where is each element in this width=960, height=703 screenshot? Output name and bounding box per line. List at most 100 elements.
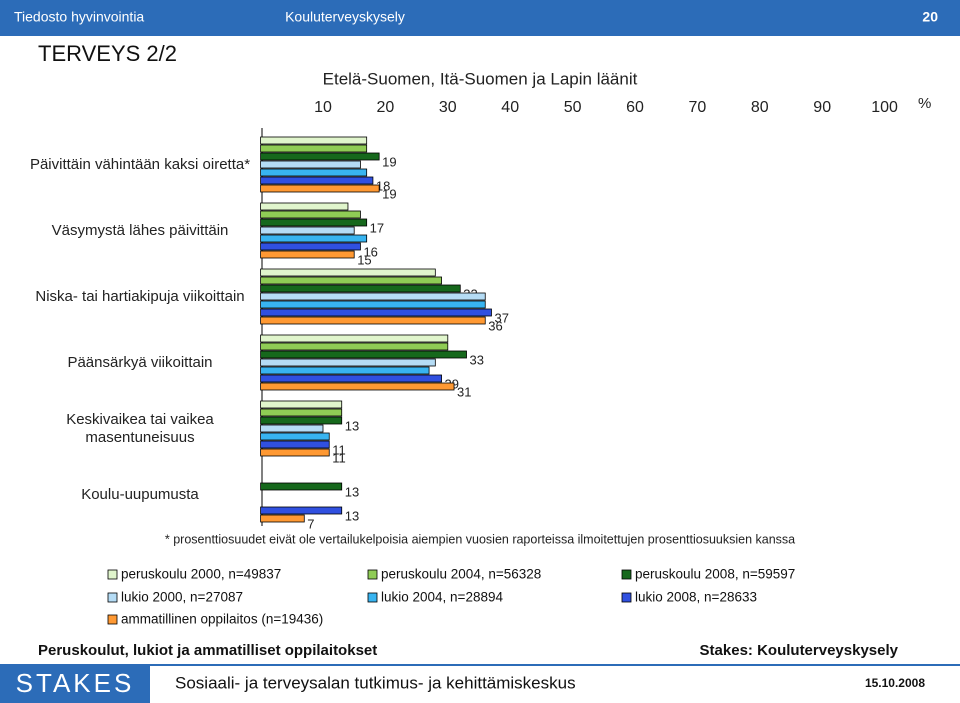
slide-title: TERVEYS 2/2 <box>38 41 177 66</box>
page-number: 20 <box>922 9 938 25</box>
value-label: 17 <box>370 220 384 235</box>
category-label: Päivittäin vähintään kaksi oiretta* <box>29 156 251 173</box>
organization: Sosiaali- ja terveysalan tutkimus- ja ke… <box>175 673 576 692</box>
bar <box>260 316 486 325</box>
header-left: Tiedosto hyvinvointia <box>14 9 144 25</box>
legend-swatch <box>367 592 378 603</box>
bar <box>260 210 361 219</box>
value-label: 11 <box>332 442 346 457</box>
bar <box>260 276 442 285</box>
header-bar <box>0 0 960 36</box>
category-label: Niska- tai hartiakipuja viikoittain <box>35 288 245 305</box>
bar <box>260 168 368 177</box>
bar <box>260 268 436 277</box>
bar <box>260 382 455 391</box>
legend-label: peruskoulu 2008, n=59597 <box>635 567 795 582</box>
category-label: Koulu-uupumusta <box>81 486 199 503</box>
bar <box>260 308 492 317</box>
bar <box>260 506 343 515</box>
bar <box>260 448 330 457</box>
x-tick-label: 90 <box>813 99 831 116</box>
bar <box>260 342 449 351</box>
category-label: Keskivaikea tai vaikea masentuneisuus <box>66 411 214 446</box>
legend-label: lukio 2008, n=28633 <box>635 590 757 605</box>
bar <box>260 152 380 161</box>
x-tick-label: 40 <box>501 99 519 116</box>
legend-swatch <box>367 569 378 580</box>
legend-swatch <box>107 569 118 580</box>
legend-label: lukio 2000, n=27087 <box>121 590 243 605</box>
value-label: 36 <box>488 318 502 333</box>
value-label: 31 <box>457 384 471 399</box>
footnote: * prosenttiosuudet eivät ole vertailukel… <box>165 532 795 546</box>
x-tick-label: 100 <box>871 99 898 116</box>
bar <box>260 292 486 301</box>
footer-source: Stakes: Kouluterveyskysely <box>700 642 899 659</box>
x-tick-label: 30 <box>439 99 457 116</box>
bar <box>260 242 361 251</box>
bar <box>260 218 368 227</box>
value-label: 13 <box>345 418 359 433</box>
bar <box>260 408 343 417</box>
legend-frame <box>103 561 835 633</box>
bar <box>260 202 349 211</box>
bar <box>260 284 461 293</box>
category-label: Päänsärkyä viikoittain <box>67 354 213 371</box>
legend-swatch <box>621 592 632 603</box>
x-tick-label: 50 <box>564 99 582 116</box>
bar <box>260 226 355 235</box>
value-label: 37 <box>494 310 508 325</box>
logo-box <box>0 666 150 703</box>
value-label: 33 <box>470 352 484 367</box>
bar <box>260 160 361 169</box>
value-label: 15 <box>357 252 371 267</box>
x-tick-label: 10 <box>314 99 332 116</box>
x-tick-label: 70 <box>689 99 707 116</box>
x-tick-label: 20 <box>377 99 395 116</box>
bar <box>260 440 330 449</box>
header-center: Kouluterveyskysely <box>285 9 405 25</box>
legend-swatch <box>107 614 118 625</box>
value-label: 16 <box>363 244 377 259</box>
legend-label: peruskoulu 2000, n=49837 <box>121 567 281 582</box>
value-label: 7 <box>307 516 314 531</box>
category-label: Väsymystä lähes päivittäin <box>51 222 229 239</box>
bar <box>260 416 343 425</box>
x-tick-label: 80 <box>751 99 769 116</box>
footer-subtitle: Peruskoulut, lukiot ja ammatilliset oppi… <box>38 642 377 659</box>
bar <box>260 234 368 243</box>
bar <box>260 358 436 367</box>
value-label: 13 <box>345 508 359 523</box>
bar <box>260 350 467 359</box>
value-label: 19 <box>382 186 396 201</box>
bar <box>260 300 486 309</box>
bar <box>260 514 305 523</box>
bar <box>260 424 324 433</box>
legend-label: peruskoulu 2004, n=56328 <box>381 567 541 582</box>
bar <box>260 184 380 193</box>
value-label: 13 <box>345 484 359 499</box>
bar <box>260 250 355 259</box>
chart-title: Etelä-Suomen, Itä-Suomen ja Lapin läänit <box>323 69 638 88</box>
bar <box>260 136 368 145</box>
bar <box>260 400 343 409</box>
logo: STAKES <box>16 668 135 698</box>
value-label: 19 <box>382 154 396 169</box>
legend-swatch <box>107 592 118 603</box>
bar <box>260 374 442 383</box>
bar <box>260 144 368 153</box>
bar <box>260 482 343 491</box>
x-tick-label: 60 <box>626 99 644 116</box>
bar <box>260 366 430 375</box>
value-label: 11 <box>332 450 346 465</box>
x-unit: % <box>918 95 931 112</box>
bar <box>260 176 374 185</box>
legend-label: ammatillinen oppilaitos (n=19436) <box>121 612 323 627</box>
bar <box>260 334 449 343</box>
legend-swatch <box>621 569 632 580</box>
legend-label: lukio 2004, n=28894 <box>381 590 503 605</box>
date: 15.10.2008 <box>865 676 925 690</box>
bar <box>260 432 330 441</box>
